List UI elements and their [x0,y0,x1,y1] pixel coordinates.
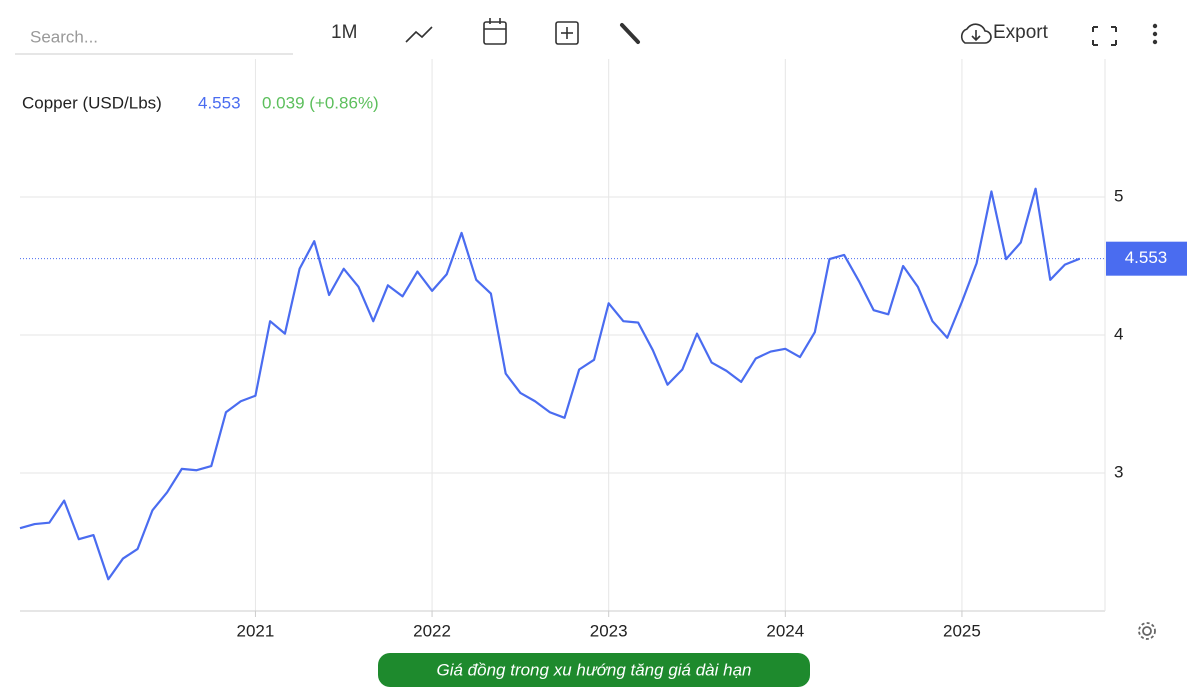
x-tick-label: 2023 [590,621,628,640]
period-button[interactable]: 1M [331,22,357,43]
caption-box [378,653,810,687]
search-box[interactable]: Search... [30,27,98,46]
last-price-box [1106,241,1187,276]
x-tick-label: 2021 [237,621,275,640]
gear-icon[interactable] [1138,622,1156,640]
x-tick-label: 2022 [413,621,451,640]
legend-series-name: Copper (USD/Lbs) [22,93,162,112]
menu-button[interactable] [1152,23,1158,45]
chart-type-button[interactable] [405,26,433,43]
y-tick-label: 3 [1114,462,1123,481]
legend-last-value: 4.553 [198,93,241,112]
y-tick-label: 5 [1114,186,1123,205]
compare-button[interactable] [555,21,579,45]
plot-area: 3 4 5 2021 2022 2023 2024 2025 4.553 [19,59,1187,640]
legend-change: 0.039 (+0.86%) [262,93,379,112]
fullscreen-button[interactable] [1092,26,1117,46]
caption: Giá đồng trong xu hướng tăng giá dài hạn [437,660,752,679]
settings-wrench-button[interactable] [620,23,640,44]
x-tick-label: 2025 [943,621,981,640]
x-tick-label: 2024 [766,621,804,640]
calendar-button[interactable] [483,18,507,45]
price-line [19,187,1081,581]
y-tick-label: 4 [1114,324,1123,343]
export-button[interactable]: Export [993,22,1049,43]
last-price-label: 4.553 [1125,248,1168,267]
export-icon[interactable] [960,23,992,44]
